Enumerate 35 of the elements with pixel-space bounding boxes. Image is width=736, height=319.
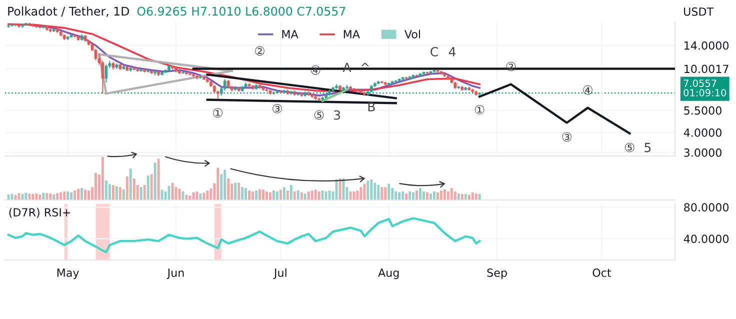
annotation: ⑤ bbox=[624, 142, 634, 152]
legend-label: MA bbox=[344, 30, 360, 38]
ref-line-label: 7.0557 01:09:10 bbox=[684, 80, 726, 96]
x-tick-label: Oct bbox=[592, 268, 612, 277]
x-tick-label: Sep bbox=[487, 268, 507, 280]
annotation: ① bbox=[213, 108, 223, 118]
chart-title: (D7R) RSI+ bbox=[9, 208, 70, 218]
annotation: B bbox=[368, 102, 375, 112]
annotation: ① bbox=[474, 105, 484, 114]
y-axis-title: USDT bbox=[684, 7, 714, 16]
annotation: 5 bbox=[644, 142, 651, 152]
legend-label: MA bbox=[282, 30, 298, 38]
chart-title: Polkadot / Tether, 1D bbox=[8, 6, 129, 17]
annotation: ④ bbox=[583, 85, 592, 95]
x-tick-label: Aug bbox=[378, 268, 399, 280]
y-tick-label: 14.0000 bbox=[684, 41, 729, 50]
x-tick-label: May bbox=[57, 268, 79, 280]
annotation: ^ bbox=[361, 62, 369, 66]
y-tick-label: 40.0000 bbox=[684, 234, 729, 244]
y-tick-label: 5.5000 bbox=[684, 106, 722, 115]
annotation: 4 bbox=[448, 47, 456, 56]
annotation: C bbox=[430, 46, 438, 56]
x-tick-label: Jun bbox=[166, 268, 184, 279]
y-tick-label: 10.0017 bbox=[684, 64, 728, 74]
annotation: ② bbox=[255, 46, 264, 56]
annotation: ③ bbox=[562, 132, 572, 142]
y-tick-label: 3.0000 bbox=[684, 148, 722, 157]
y-tick-label: 4.0000 bbox=[684, 128, 722, 137]
annotation: ③ bbox=[272, 104, 282, 114]
annotation: ⑤ bbox=[314, 110, 324, 120]
x-tick-label: Jul bbox=[273, 268, 286, 279]
annotation: 3 bbox=[334, 110, 340, 120]
chart-subtitle: O6.9265 H7.1010 L6.8000 C7.0557 bbox=[137, 6, 346, 16]
y-tick-label: 80.0000 bbox=[684, 203, 729, 212]
legend-label: Vol bbox=[404, 30, 420, 38]
